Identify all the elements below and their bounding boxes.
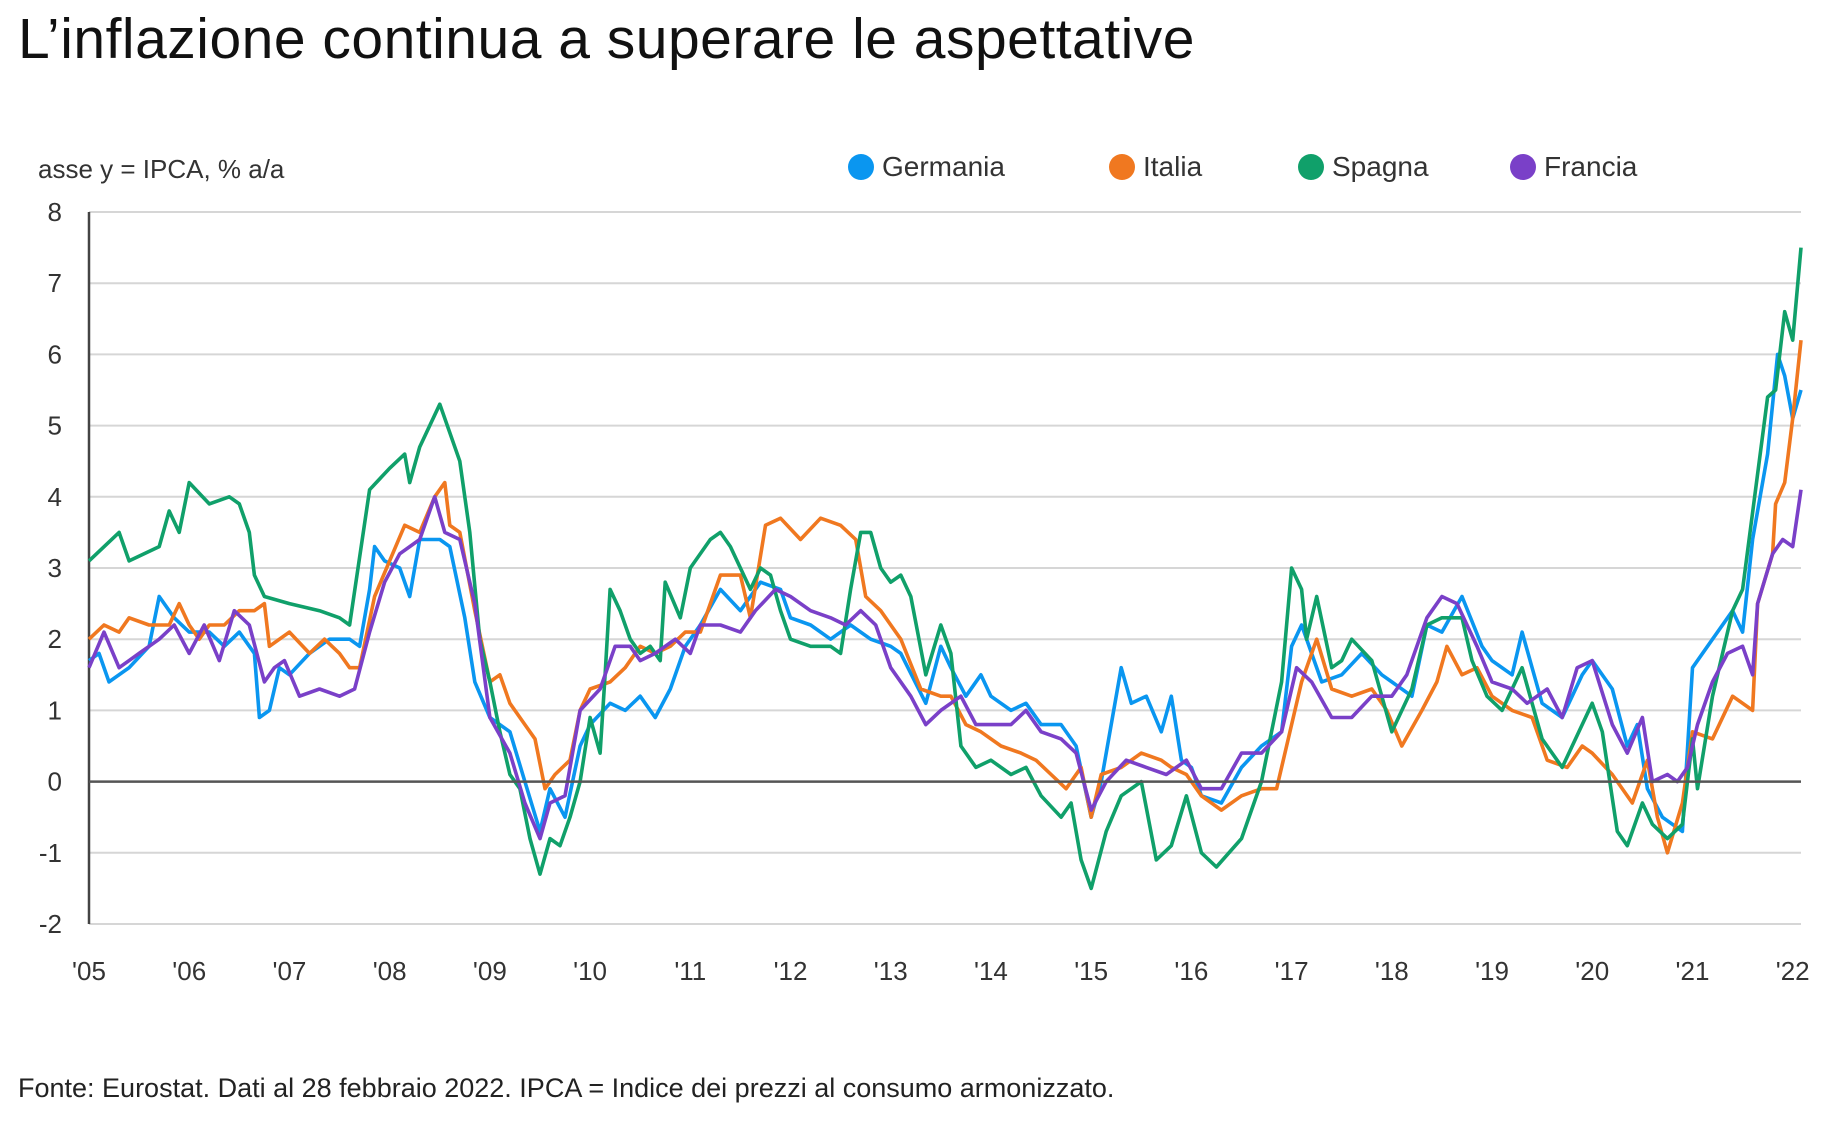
legend-item-italia: Italia [1109,151,1202,183]
legend-item-spagna: Spagna [1298,151,1429,183]
x-tick-label: '21 [1676,956,1710,986]
series-line-francia [87,489,1803,841]
y-tick-label: 0 [48,767,62,797]
x-tick-label: '10 [573,956,607,986]
x-tick-label: '18 [1375,956,1409,986]
legend-label: Germania [882,151,1005,182]
legend-label: Spagna [1332,151,1429,182]
y-tick-label: 1 [48,695,62,725]
legend-label: Francia [1544,151,1638,182]
legend-label: Italia [1143,151,1203,182]
y-tick-label: 7 [48,268,62,298]
legend-item-francia: Francia [1510,151,1637,183]
x-tick-label: '07 [272,956,306,986]
y-tick-label: 3 [48,553,62,583]
y-tick-label: 8 [48,197,62,227]
legend-dot-icon [1109,154,1135,180]
x-tick-label: '06 [172,956,206,986]
y-tick-label: 2 [48,624,62,654]
x-tick-label: '17 [1275,956,1309,986]
x-tick-label: '08 [373,956,407,986]
chart-title: L’inflazione continua a superare le aspe… [18,7,1195,71]
y-tick-label: 6 [48,339,62,369]
y-tick-label: 4 [48,482,62,512]
y-axis-label: asse y = IPCA, % a/a [38,154,285,184]
x-tick-label: '14 [974,956,1008,986]
x-tick-label: '13 [874,956,908,986]
x-tick-label: '11 [674,956,706,986]
legend-dot-icon [1298,154,1324,180]
legend-dot-icon [1510,154,1536,180]
series-line-germania [87,352,1803,834]
x-tick-label: '19 [1475,956,1509,986]
series-line-italia [87,340,1803,855]
y-tick-label: 5 [48,411,62,441]
x-tick-label: '15 [1074,956,1108,986]
legend-item-germania: Germania [848,151,1005,183]
x-tick-label: '05 [72,956,106,986]
x-tick-label: '22 [1776,956,1810,986]
x-tick-label: '09 [473,956,507,986]
source-footnote: Fonte: Eurostat. Dati al 28 febbraio 202… [18,1073,1115,1103]
x-tick-label: '20 [1575,956,1609,986]
y-tick-label: -1 [39,838,62,868]
legend-dot-icon [848,154,874,180]
y-tick-label: -2 [39,909,62,939]
x-tick-label: '16 [1174,956,1208,986]
x-tick-label: '12 [774,956,808,986]
